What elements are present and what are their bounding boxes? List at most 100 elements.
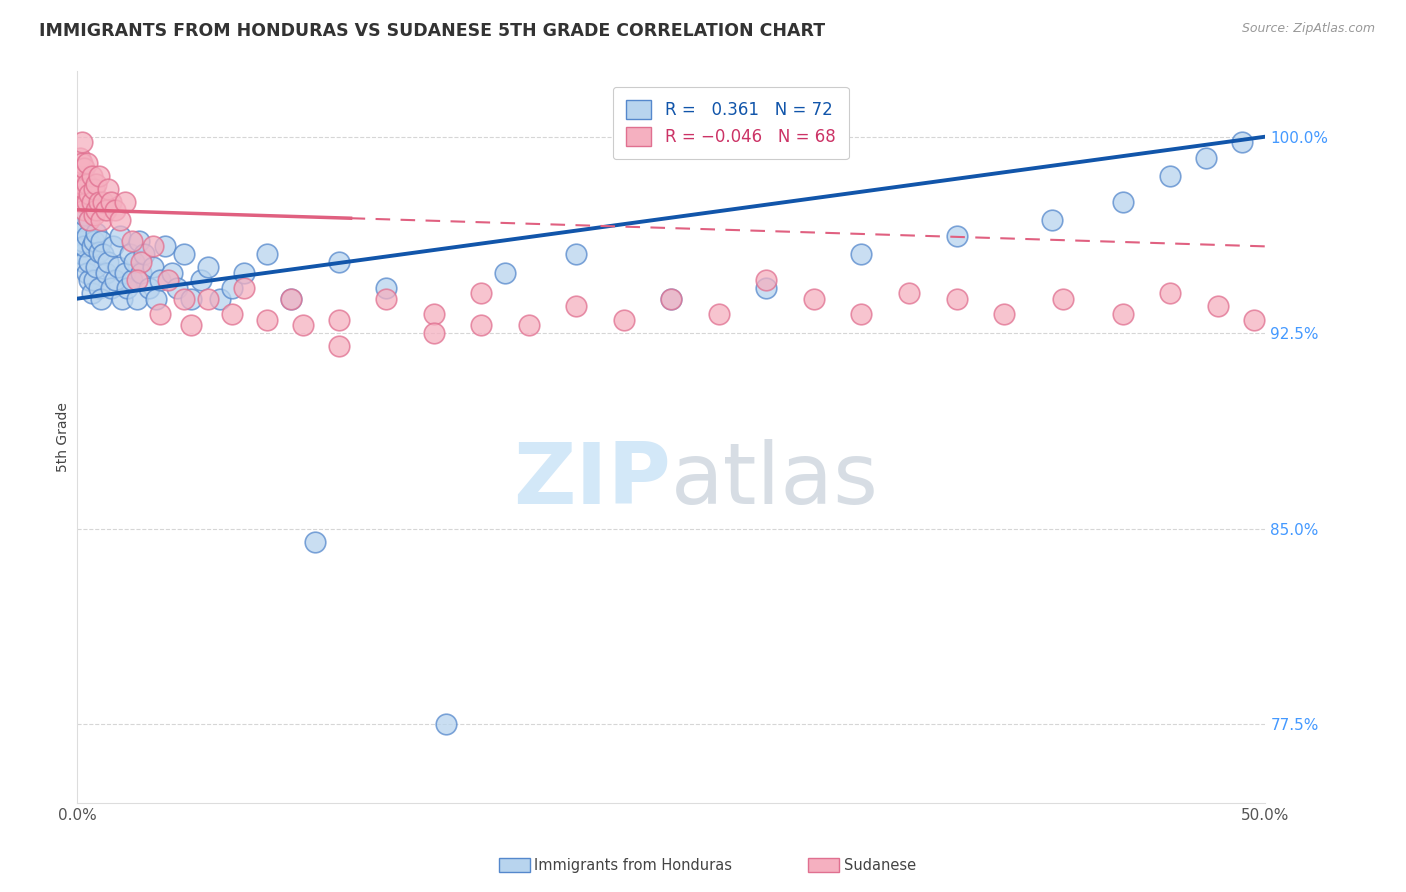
Point [77, 255, 100, 269]
Point [76, 228, 98, 243]
Point [197, 260, 219, 275]
Point [73, 161, 96, 175]
Point [93, 194, 115, 209]
Point [145, 292, 167, 306]
Point [1206, 300, 1229, 314]
Point [77, 273, 100, 287]
Point [138, 281, 160, 295]
Point [80, 239, 103, 253]
Point [70, 194, 93, 209]
Point [375, 292, 398, 306]
Point [70, 135, 93, 149]
Point [423, 307, 446, 321]
Point [114, 265, 136, 279]
Point [280, 292, 302, 306]
Text: ZIP: ZIP [513, 440, 672, 523]
Point [132, 247, 155, 261]
Point [70, 221, 93, 235]
Point [97, 182, 120, 196]
Text: Immigrants from Honduras: Immigrants from Honduras [534, 858, 733, 872]
Point [70, 247, 93, 261]
Point [124, 255, 146, 269]
Point [100, 281, 122, 295]
Point [87, 244, 110, 259]
Point [565, 247, 588, 261]
Point [100, 194, 122, 209]
Point [94, 265, 117, 279]
Point [121, 234, 143, 248]
Point [86, 177, 108, 191]
Point [90, 234, 112, 248]
Point [94, 202, 117, 217]
Point [86, 227, 108, 241]
Point [190, 273, 212, 287]
Point [118, 247, 141, 261]
Point [77, 213, 100, 227]
Point [77, 213, 100, 227]
Point [70, 234, 93, 248]
Point [73, 255, 96, 269]
Point [208, 292, 231, 306]
Point [755, 273, 778, 287]
Point [69, 151, 91, 165]
Point [114, 194, 136, 209]
Point [565, 300, 588, 314]
Point [304, 534, 326, 549]
Point [76, 194, 98, 209]
Point [121, 273, 143, 287]
Point [173, 247, 195, 261]
Point [69, 239, 91, 253]
Point [423, 326, 446, 340]
Point [69, 169, 91, 183]
Point [73, 239, 96, 253]
Point [256, 312, 278, 326]
Point [470, 286, 492, 301]
Point [1112, 307, 1135, 321]
Point [108, 228, 131, 243]
Text: Sudanese: Sudanese [844, 858, 915, 872]
Point [76, 265, 98, 279]
Point [280, 292, 302, 306]
Point [945, 292, 967, 306]
Point [993, 307, 1015, 321]
Point [111, 292, 134, 306]
Point [131, 265, 153, 279]
Point [76, 177, 98, 191]
Point [707, 307, 730, 321]
Point [73, 202, 96, 217]
Point [125, 273, 148, 287]
Point [73, 208, 96, 222]
Point [292, 318, 315, 332]
Point [69, 227, 91, 241]
Point [1159, 169, 1181, 183]
Point [86, 260, 108, 275]
Point [173, 292, 195, 306]
Point [221, 281, 243, 295]
Point [434, 717, 457, 731]
Point [803, 292, 825, 306]
Point [661, 292, 683, 306]
Point [197, 292, 219, 306]
Point [375, 281, 398, 295]
Point [661, 292, 683, 306]
Point [73, 182, 96, 196]
Point [76, 155, 98, 169]
Y-axis label: 5th Grade: 5th Grade [56, 402, 70, 472]
Text: IMMIGRANTS FROM HONDURAS VS SUDANESE 5TH GRADE CORRELATION CHART: IMMIGRANTS FROM HONDURAS VS SUDANESE 5TH… [39, 22, 825, 40]
Point [328, 255, 350, 269]
Point [108, 213, 131, 227]
Point [232, 265, 254, 279]
Point [180, 292, 202, 306]
Point [104, 202, 127, 217]
Point [517, 318, 540, 332]
Point [87, 169, 110, 183]
Point [83, 234, 105, 248]
Point [86, 202, 108, 217]
Point [104, 273, 127, 287]
Point [90, 292, 112, 306]
Point [328, 312, 350, 326]
Point [115, 281, 138, 295]
Point [155, 239, 177, 253]
Text: atlas: atlas [672, 440, 879, 523]
Point [149, 307, 172, 321]
